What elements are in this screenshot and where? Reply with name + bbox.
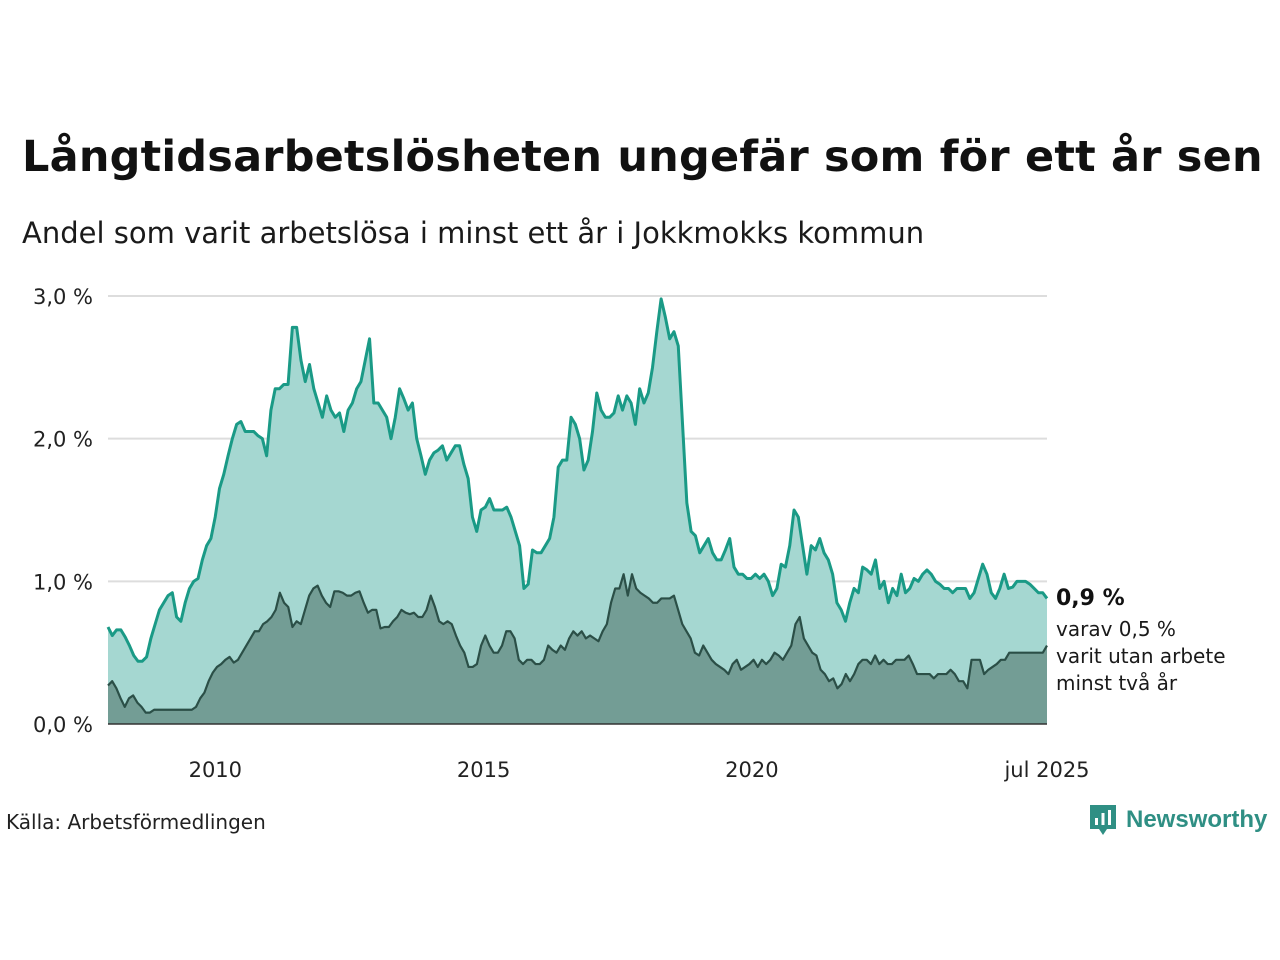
newsworthy-logo-icon bbox=[1090, 805, 1116, 835]
source-note: Källa: Arbetsförmedlingen bbox=[6, 810, 266, 834]
chart-axes: 0,0 % 1,0 % 2,0 % 3,0 % 2010 2015 2020 jul 2025 bbox=[33, 285, 1090, 782]
x-tick-label: jul 2025 bbox=[1003, 758, 1089, 782]
y-tick-label: 2,0 % bbox=[33, 428, 93, 452]
x-tick-label: 2010 bbox=[189, 758, 242, 782]
latest-value-note-line1: varav 0,5 % bbox=[1056, 617, 1176, 641]
latest-value-note-line2: varit utan arbete bbox=[1056, 644, 1226, 668]
newsworthy-logo[interactable]: Newsworthy bbox=[1088, 803, 1267, 837]
x-tick-label: 2020 bbox=[725, 758, 778, 782]
chart-subtitle: Andel som varit arbetslösa i minst ett å… bbox=[22, 216, 925, 250]
chart-areas bbox=[106, 297, 1049, 724]
latest-value-note: varav 0,5 % varit utan arbete minst två … bbox=[1056, 616, 1226, 697]
chart-title: Långtidsarbetslösheten ungefär som för e… bbox=[22, 132, 1263, 182]
area-chart: 0,0 % 1,0 % 2,0 % 3,0 % 2010 2015 2020 jul 2025 bbox=[33, 285, 1090, 782]
y-tick-label: 3,0 % bbox=[33, 285, 93, 309]
latest-value-note-line3: minst två år bbox=[1056, 671, 1178, 695]
series-2-line bbox=[107, 573, 1048, 714]
y-tick-label: 1,0 % bbox=[33, 570, 93, 594]
y-tick-label: 0,0 % bbox=[33, 713, 93, 737]
series-1-line bbox=[106, 297, 1049, 663]
newsworthy-logo-text: Newsworthy bbox=[1126, 806, 1268, 833]
latest-value-label: 0,9 % bbox=[1056, 586, 1125, 611]
series-2-area bbox=[108, 574, 1047, 724]
x-tick-label: 2015 bbox=[457, 758, 510, 782]
